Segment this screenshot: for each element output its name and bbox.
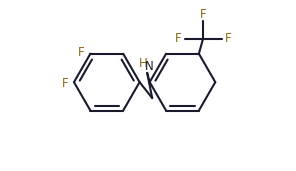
Text: H: H bbox=[139, 57, 147, 70]
Text: N: N bbox=[144, 60, 153, 73]
Text: F: F bbox=[225, 32, 232, 45]
Text: F: F bbox=[175, 32, 181, 45]
Text: F: F bbox=[78, 45, 84, 58]
Text: F: F bbox=[61, 77, 68, 90]
Text: F: F bbox=[200, 8, 206, 21]
